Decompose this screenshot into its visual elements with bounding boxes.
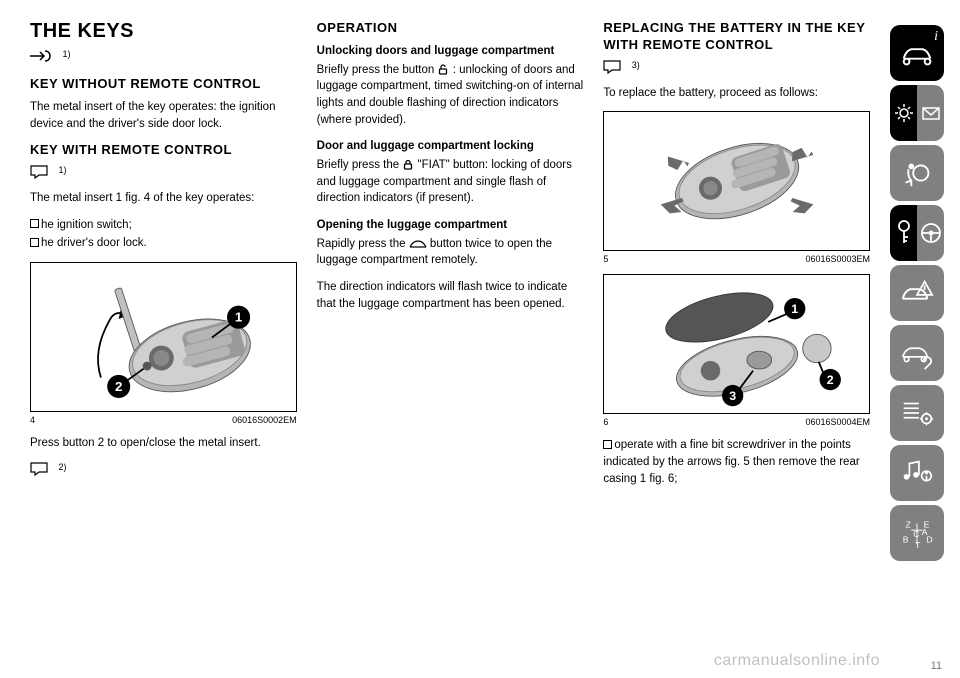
hand-ref-row: 1): [30, 49, 297, 68]
square-bullet: [30, 238, 39, 247]
svg-text:Z: Z: [906, 519, 911, 529]
sidebar-item-airbag[interactable]: [890, 145, 944, 201]
note-ref-row: 1): [30, 165, 297, 184]
figure-5-number: 5: [603, 254, 608, 264]
watermark: carmanualsonline.info: [714, 652, 880, 670]
sidebar-item-key-steering[interactable]: [890, 205, 944, 261]
sub-unlocking: Unlocking doors and luggage compartment: [317, 43, 584, 60]
figure-5-code: 06016S0003EM: [805, 254, 870, 264]
sidebar-nav: i Z E B D: [890, 20, 950, 668]
ref-col3: 3): [632, 60, 640, 70]
alphabet-index-icon: Z E B D C A T: [898, 514, 936, 552]
figure-4-code: 06016S0002EM: [232, 415, 297, 425]
heading-key-with-remote: KEY WITH REMOTE CONTROL: [30, 142, 297, 159]
note-ref-row-2: 2): [30, 462, 297, 481]
trunk-icon: [409, 238, 427, 250]
para-unlocking: Briefly press the button : unlocking of …: [317, 62, 584, 129]
column-1: THE KEYS 1) KEY WITHOUT REMOTE CONTROL T…: [30, 20, 297, 668]
svg-text:A: A: [922, 527, 928, 537]
key-arrows-illustration: [618, 119, 856, 243]
para-key-without: The metal insert of the key operates: th…: [30, 99, 297, 132]
svg-text:T: T: [915, 540, 921, 550]
list-item-2: he driver's door lock.: [30, 235, 297, 252]
para-press-button: Press button 2 to open/close the metal i…: [30, 435, 297, 452]
svg-text:1: 1: [791, 302, 798, 316]
svg-text:2: 2: [115, 378, 122, 393]
sub-opening-luggage: Opening the luggage compartment: [317, 217, 584, 234]
info-icon: i: [934, 29, 938, 45]
sun-icon: [894, 103, 914, 123]
heading-replacing-battery: REPLACING THE BATTERY IN THE KEY WITH RE…: [603, 20, 870, 54]
car-wrench-icon: [898, 334, 936, 372]
sub-locking: Door and luggage compartment locking: [317, 138, 584, 155]
figure-4: 1 2: [30, 262, 297, 412]
para-opening-luggage: Rapidly press the button twice to open t…: [317, 236, 584, 269]
page-title: THE KEYS: [30, 20, 297, 43]
svg-text:1: 1: [235, 309, 243, 324]
para-locking: Briefly press the "FIAT" button: locking…: [317, 157, 584, 207]
para-replace-battery: To replace the battery, proceed as follo…: [603, 85, 870, 102]
svg-text:B: B: [903, 535, 909, 545]
figure-6-code: 06016S0004EM: [805, 417, 870, 427]
figure-6: 1 2 3: [603, 274, 870, 414]
heading-operation: OPERATION: [317, 20, 584, 37]
hand-icon: [30, 49, 52, 68]
svg-text:2: 2: [826, 373, 833, 387]
key-fob-illustration: 1 2: [44, 271, 282, 404]
ref-1: 1): [62, 49, 70, 59]
envelope-icon: [921, 103, 941, 123]
ref-3: 2): [58, 462, 66, 472]
sidebar-item-service[interactable]: [890, 325, 944, 381]
figure-6-number: 6: [603, 417, 608, 427]
lock-icon: [402, 159, 414, 171]
figure-4-caption-row: 4 06016S0002EM: [30, 415, 297, 425]
figure-5: [603, 111, 870, 251]
figure-6-caption-row: 6 06016S0004EM: [603, 417, 870, 427]
figure-4-number: 4: [30, 415, 35, 425]
square-bullet: [30, 219, 39, 228]
key-battery-illustration: 1 2 3: [618, 282, 856, 406]
list-gear-icon: [898, 394, 936, 432]
list-item-1: he ignition switch;: [30, 217, 297, 234]
note-icon: [30, 165, 48, 184]
sidebar-item-vehicle-info[interactable]: i: [890, 25, 944, 81]
car-warning-icon: [898, 274, 936, 312]
note-icon: [603, 60, 621, 79]
note-icon: [30, 462, 48, 481]
sidebar-item-warning[interactable]: [890, 265, 944, 321]
key-icon: [894, 219, 914, 247]
airbag-icon: [898, 154, 936, 192]
svg-text:3: 3: [729, 389, 736, 403]
para-metal-insert: The metal insert 1 fig. 4 of the key ope…: [30, 190, 297, 207]
column-2: OPERATION Unlocking doors and luggage co…: [317, 20, 584, 668]
para-direction-indicators: The direction indicators will flash twic…: [317, 279, 584, 312]
sidebar-item-index[interactable]: Z E B D C A T: [890, 505, 944, 561]
figure-5-caption-row: 5 06016S0003EM: [603, 254, 870, 264]
page: THE KEYS 1) KEY WITHOUT REMOTE CONTROL T…: [0, 0, 960, 678]
car-icon: [898, 34, 936, 72]
para-screwdriver: operate with a fine bit screwdriver in t…: [603, 437, 870, 487]
column-3: REPLACING THE BATTERY IN THE KEY WITH RE…: [603, 20, 870, 668]
sidebar-item-navigation-media[interactable]: [890, 445, 944, 501]
ref-2: 1): [58, 165, 66, 175]
sidebar-item-lights-messages[interactable]: [890, 85, 944, 141]
music-pin-icon: [898, 454, 936, 492]
page-number: 11: [931, 660, 942, 672]
sidebar-item-settings[interactable]: [890, 385, 944, 441]
square-bullet: [603, 440, 612, 449]
heading-key-without-remote: KEY WITHOUT REMOTE CONTROL: [30, 76, 297, 93]
note-ref-row-3: 3): [603, 60, 870, 79]
unlock-icon: [437, 64, 449, 76]
steering-wheel-icon: [920, 222, 942, 244]
